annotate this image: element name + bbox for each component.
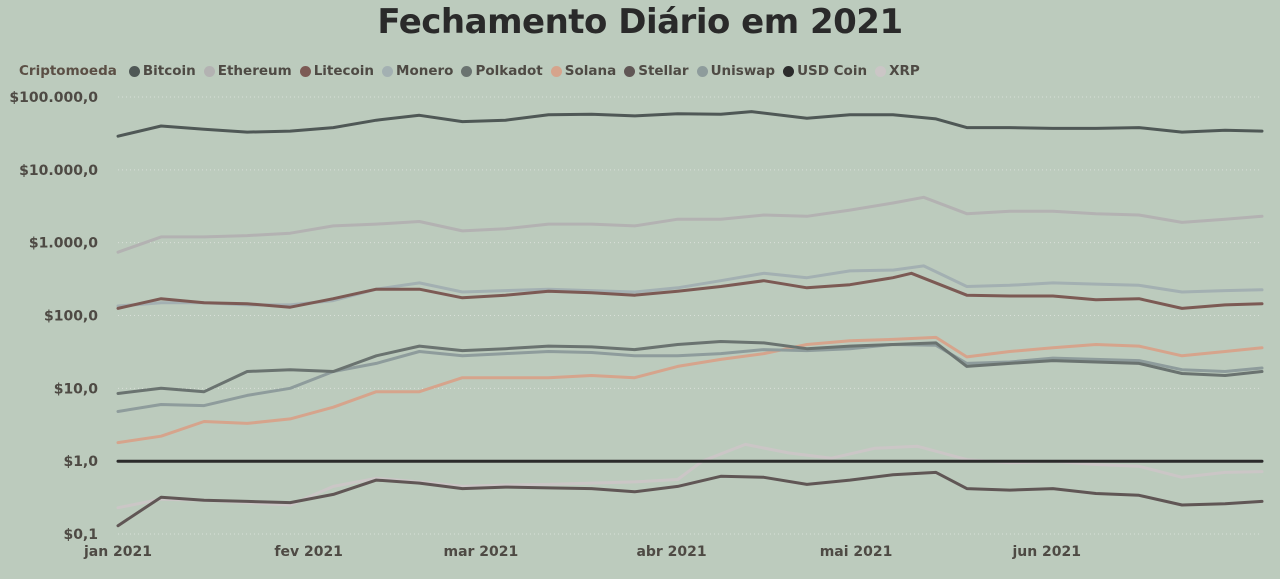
- legend-label: Polkadot: [475, 63, 543, 79]
- legend-item-usd-coin[interactable]: USD Coin: [783, 63, 867, 79]
- x-tick-label: mar 2021: [443, 544, 518, 560]
- legend-item-bitcoin[interactable]: Bitcoin: [128, 63, 196, 79]
- legend-marker: [550, 65, 562, 77]
- legend-marker: [382, 65, 394, 77]
- legend-marker: [128, 65, 140, 77]
- y-tick-label: $100,0: [44, 309, 98, 325]
- legend-label: Monero: [396, 63, 454, 79]
- legend-item-ethereum[interactable]: Ethereum: [203, 63, 292, 79]
- x-tick-label: fev 2021: [274, 544, 343, 560]
- series-line-ethereum[interactable]: [116, 195, 1264, 254]
- legend-item-monero[interactable]: Monero: [382, 63, 453, 79]
- y-tick-label: $0,1: [63, 527, 98, 543]
- y-tick-label: $100.000,0: [9, 90, 98, 106]
- x-tick-label: abr 2021: [636, 544, 706, 560]
- x-tick-label: mai 2021: [820, 544, 893, 560]
- legend-item-polkadot[interactable]: Polkadot: [461, 63, 543, 79]
- legend-label: Ethereum: [217, 63, 292, 79]
- legend-item-xrp[interactable]: XRP: [875, 63, 920, 79]
- x-axis-ticks: jan 2021 fev 2021 mar 2021 abr 2021 mai 2021…: [83, 544, 1081, 560]
- legend-marker: [203, 65, 215, 77]
- series-line-solana[interactable]: [116, 335, 1264, 445]
- y-tick-label: $10.000,0: [19, 163, 98, 179]
- legend: Criptomoeda Bitcoin Ethereum Litecoin Moner…: [19, 62, 928, 80]
- legend-label: Bitcoin: [142, 63, 196, 79]
- legend-label: Solana: [564, 63, 617, 79]
- legend-title: Criptomoeda: [19, 63, 117, 79]
- grid-lines: [118, 96, 1262, 535]
- series-line-litecoin[interactable]: [116, 271, 1264, 310]
- legend-label: XRP: [889, 63, 920, 79]
- legend-marker: [461, 65, 473, 77]
- legend-label: Litecoin: [313, 63, 375, 79]
- series-line-polkadot[interactable]: [116, 340, 1264, 395]
- y-tick-label: $10,0: [54, 381, 99, 397]
- legend-marker: [696, 65, 708, 77]
- legend-marker: [299, 65, 311, 77]
- legend-marker: [875, 65, 887, 77]
- legend-marker: [624, 65, 636, 77]
- y-tick-label: $1,0: [63, 454, 98, 470]
- series-line-xrp[interactable]: [116, 442, 1264, 510]
- legend-items: Bitcoin Ethereum Litecoin Monero Polkadot Sol…: [128, 63, 928, 79]
- x-tick-label: jan 2021: [83, 544, 152, 560]
- legend-item-solana[interactable]: Solana: [550, 63, 617, 79]
- chart-title: Fechamento Diário em 2021: [377, 2, 903, 42]
- legend-item-litecoin[interactable]: Litecoin: [299, 63, 375, 79]
- legend-label: Stellar: [638, 63, 689, 79]
- series-line-uniswap[interactable]: [116, 343, 1264, 413]
- y-axis-ticks: $100.000,0 $10.000,0 $1.000,0 $100,0 $10,0 $1…: [9, 90, 98, 543]
- x-tick-label: jun 2021: [1011, 544, 1081, 560]
- y-tick-label: $1.000,0: [29, 236, 98, 252]
- legend-label: USD Coin: [797, 63, 868, 79]
- series-lines: [116, 110, 1264, 528]
- series-line-bitcoin[interactable]: [116, 110, 1264, 138]
- legend-item-stellar[interactable]: Stellar: [624, 63, 689, 79]
- legend-marker: [783, 65, 795, 77]
- legend-item-uniswap[interactable]: Uniswap: [696, 63, 776, 79]
- series-line-stellar[interactable]: [116, 470, 1264, 528]
- legend-label: Uniswap: [710, 63, 776, 79]
